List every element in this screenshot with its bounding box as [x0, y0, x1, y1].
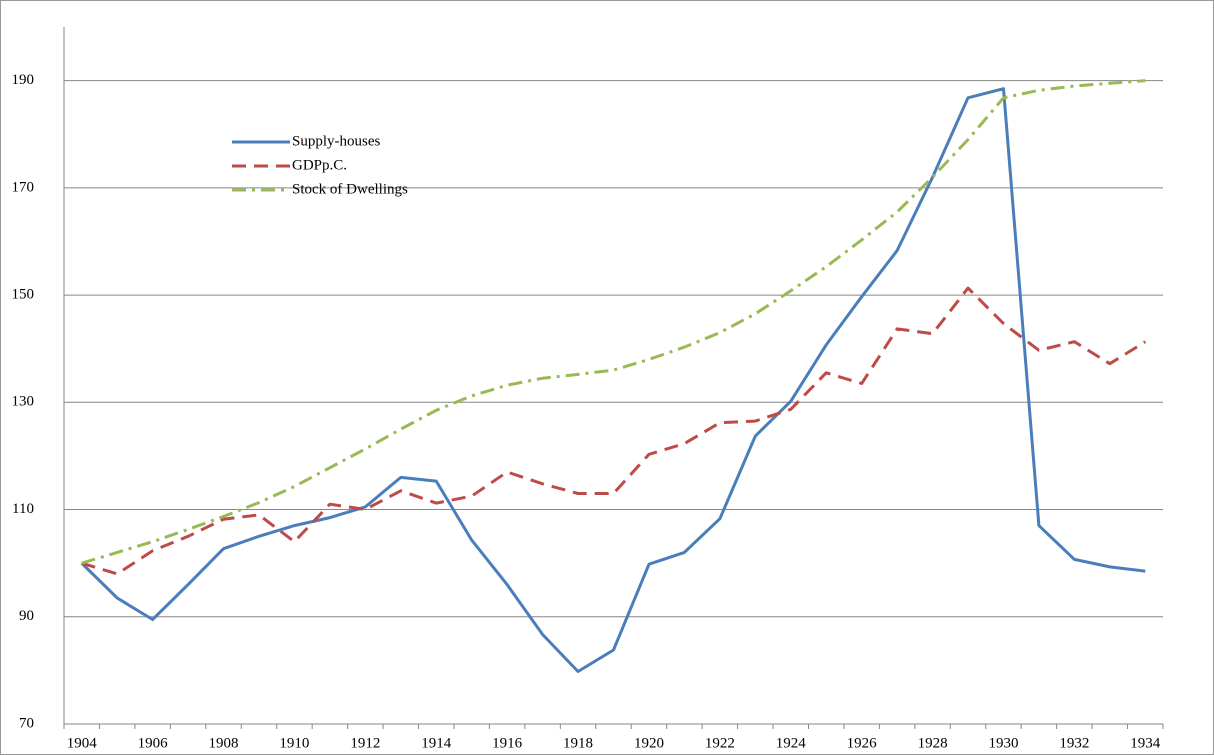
legend-label: GDPp.C. [292, 157, 347, 173]
x-tick-label: 1928 [918, 735, 948, 751]
x-tick-label: 1922 [705, 735, 735, 751]
y-tick-label: 110 [12, 501, 34, 517]
x-tick-label: 1916 [492, 735, 523, 751]
legend-label: Supply-houses [292, 133, 381, 149]
x-tick-label: 1908 [209, 735, 239, 751]
y-tick-label: 170 [12, 179, 35, 195]
y-tick-label: 90 [19, 608, 34, 624]
legend-label: Stock of Dwellings [292, 181, 408, 197]
y-tick-label: 130 [12, 394, 35, 410]
y-tick-label: 190 [12, 72, 35, 88]
x-tick-label: 1934 [1130, 735, 1161, 751]
x-tick-label: 1906 [138, 735, 169, 751]
x-tick-label: 1924 [776, 735, 807, 751]
x-tick-label: 1910 [279, 735, 309, 751]
series-line [81, 79, 1146, 565]
x-tick-label: 1920 [634, 735, 664, 751]
y-tick-label: 70 [19, 715, 34, 731]
series-line [81, 286, 1147, 576]
x-tick-label: 1912 [350, 735, 380, 751]
y-tick-label: 150 [12, 287, 35, 303]
x-tick-label: 1932 [1059, 735, 1089, 751]
x-tick-label: 1918 [563, 735, 593, 751]
x-tick-label: 1904 [67, 735, 98, 751]
series-line [80, 87, 1146, 673]
x-tick-label: 1926 [847, 735, 878, 751]
x-tick-label: 1914 [421, 735, 452, 751]
x-tick-label: 1930 [988, 735, 1018, 751]
